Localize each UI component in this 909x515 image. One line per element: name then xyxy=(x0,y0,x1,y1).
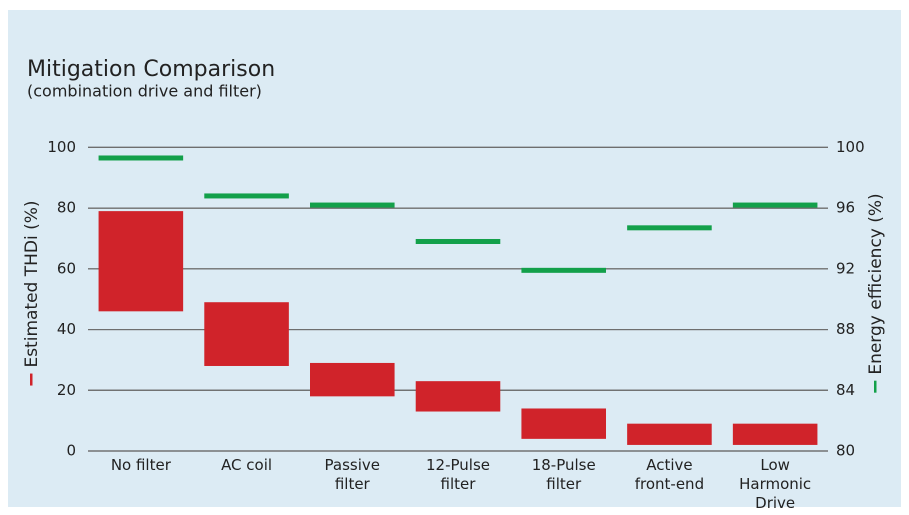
y-tick-label: 20 xyxy=(57,381,76,399)
y-tick-label: 40 xyxy=(57,320,76,338)
efficiency-marker xyxy=(732,202,818,208)
bar xyxy=(204,302,289,366)
bar xyxy=(521,408,606,439)
x-tick-label: No filter xyxy=(111,456,172,474)
chart-subtitle: (combination drive and filter) xyxy=(27,82,262,101)
x-tick-label-line: Passive xyxy=(325,456,380,474)
x-tick-label: Low Harmonic Drive xyxy=(739,456,811,512)
x-tick-label-line: filter xyxy=(441,475,477,493)
efficiency-marker xyxy=(627,225,712,231)
legend-key xyxy=(874,380,877,393)
x-tick-label-line: Harmonic xyxy=(739,475,811,493)
efficiency-marker xyxy=(310,202,395,208)
x-tick-label: AC coil xyxy=(221,456,272,474)
y2-tick-label: 88 xyxy=(836,320,855,338)
x-tick-label-line: Low xyxy=(760,456,790,474)
y2-tick-label: 80 xyxy=(836,442,855,460)
bar xyxy=(732,423,818,445)
y2-axis-label: Energy efficiency (%) xyxy=(866,193,886,374)
efficiency-marker xyxy=(204,193,289,199)
y-tick-label: 60 xyxy=(57,259,76,277)
chart-title: Mitigation Comparison xyxy=(27,57,275,82)
x-tick-label-line: filter xyxy=(546,475,582,493)
bar xyxy=(415,381,501,412)
efficiency-marker xyxy=(521,267,606,273)
x-tick-label-line: Drive xyxy=(755,494,795,512)
y-tick-label: 0 xyxy=(66,442,76,460)
x-tick-label-line: 12-Pulse xyxy=(426,456,490,474)
y2-tick-label: 100 xyxy=(836,138,865,156)
y2-tick-label: 96 xyxy=(836,199,855,217)
x-tick-label: 18-Pulse filter xyxy=(532,456,596,493)
efficiency-marker xyxy=(415,238,501,244)
bar xyxy=(98,211,184,312)
x-tick-label-line: front-end xyxy=(635,475,704,493)
x-tick-label-line: filter xyxy=(335,475,371,493)
y-tick-label: 80 xyxy=(57,199,76,217)
y-tick-label: 100 xyxy=(47,138,76,156)
y2-tick-label: 84 xyxy=(836,381,855,399)
x-tick-label-line: Active xyxy=(646,456,692,474)
x-tick-label-line: AC coil xyxy=(221,456,272,474)
x-tick-label-line: 18-Pulse xyxy=(532,456,596,474)
x-tick-label: Passive filter xyxy=(325,456,380,493)
bar xyxy=(627,423,712,445)
legend-key xyxy=(30,373,33,386)
x-tick-label: 12-Pulse filter xyxy=(426,456,490,493)
x-tick-label-line: No filter xyxy=(111,456,172,474)
efficiency-marker xyxy=(98,155,184,161)
x-tick-label: Active front-end xyxy=(635,456,704,493)
bar xyxy=(310,362,395,397)
y-axis-label: Estimated THDi (%) xyxy=(22,200,42,367)
y2-tick-label: 92 xyxy=(836,259,855,277)
